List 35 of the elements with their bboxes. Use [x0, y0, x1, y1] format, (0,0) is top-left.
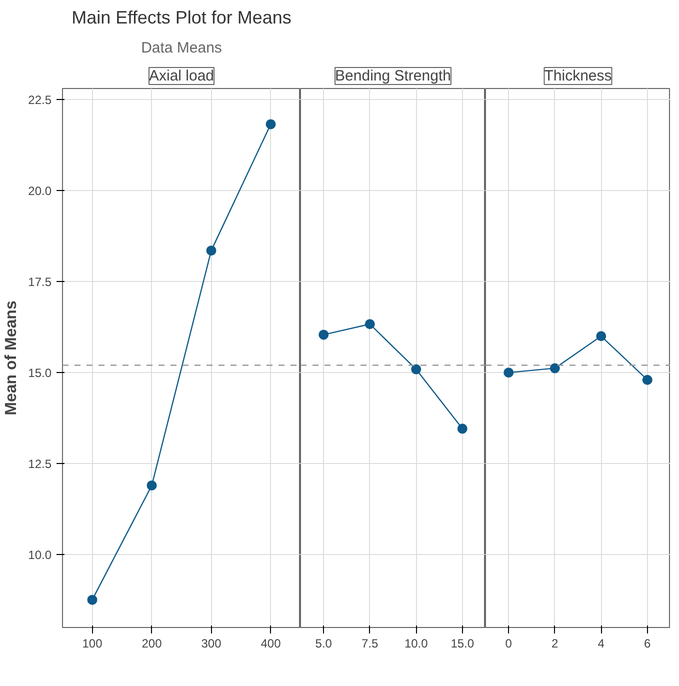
- chart-title: Main Effects Plot for Means: [72, 8, 292, 28]
- chart-subtitle: Data Means: [141, 40, 222, 56]
- point: [318, 330, 329, 340]
- x-tick-label: 200: [142, 636, 162, 650]
- point: [364, 319, 375, 330]
- point: [146, 480, 157, 490]
- x-tick-label: 100: [82, 636, 103, 650]
- x-tick-label: 4: [598, 636, 605, 650]
- point: [457, 424, 468, 434]
- point: [206, 246, 216, 256]
- point: [550, 363, 560, 374]
- y-axis-title: Mean of Means: [3, 300, 20, 416]
- x-tick-label: 15.0: [450, 636, 474, 650]
- x-tick-label: 6: [644, 636, 652, 650]
- y-tick-label: 15.0: [28, 366, 52, 380]
- y-tick-label: 17.5: [28, 275, 52, 290]
- x-tick-label: 0: [505, 636, 512, 650]
- x-axis-title: Thickness: [544, 68, 612, 84]
- point: [87, 594, 98, 605]
- y-tick-label: 20.0: [28, 184, 52, 198]
- x-tick-label: 2: [552, 636, 559, 650]
- point: [266, 119, 276, 130]
- point: [504, 368, 514, 378]
- point: [642, 374, 652, 385]
- y-tick-label: 10.0: [28, 548, 52, 562]
- point: [596, 331, 606, 342]
- x-tick-label: 5.0: [315, 636, 332, 650]
- y-tick-label: 22.5: [28, 92, 52, 107]
- x-tick-label: 7.5: [362, 636, 379, 650]
- y-tick-label: 12.5: [28, 457, 52, 472]
- x-tick-label: 400: [260, 636, 282, 650]
- x-axis-title: Bending Strength: [335, 68, 451, 84]
- x-tick-label: 10.0: [404, 636, 428, 650]
- point: [411, 364, 422, 374]
- x-tick-label: 300: [201, 636, 222, 650]
